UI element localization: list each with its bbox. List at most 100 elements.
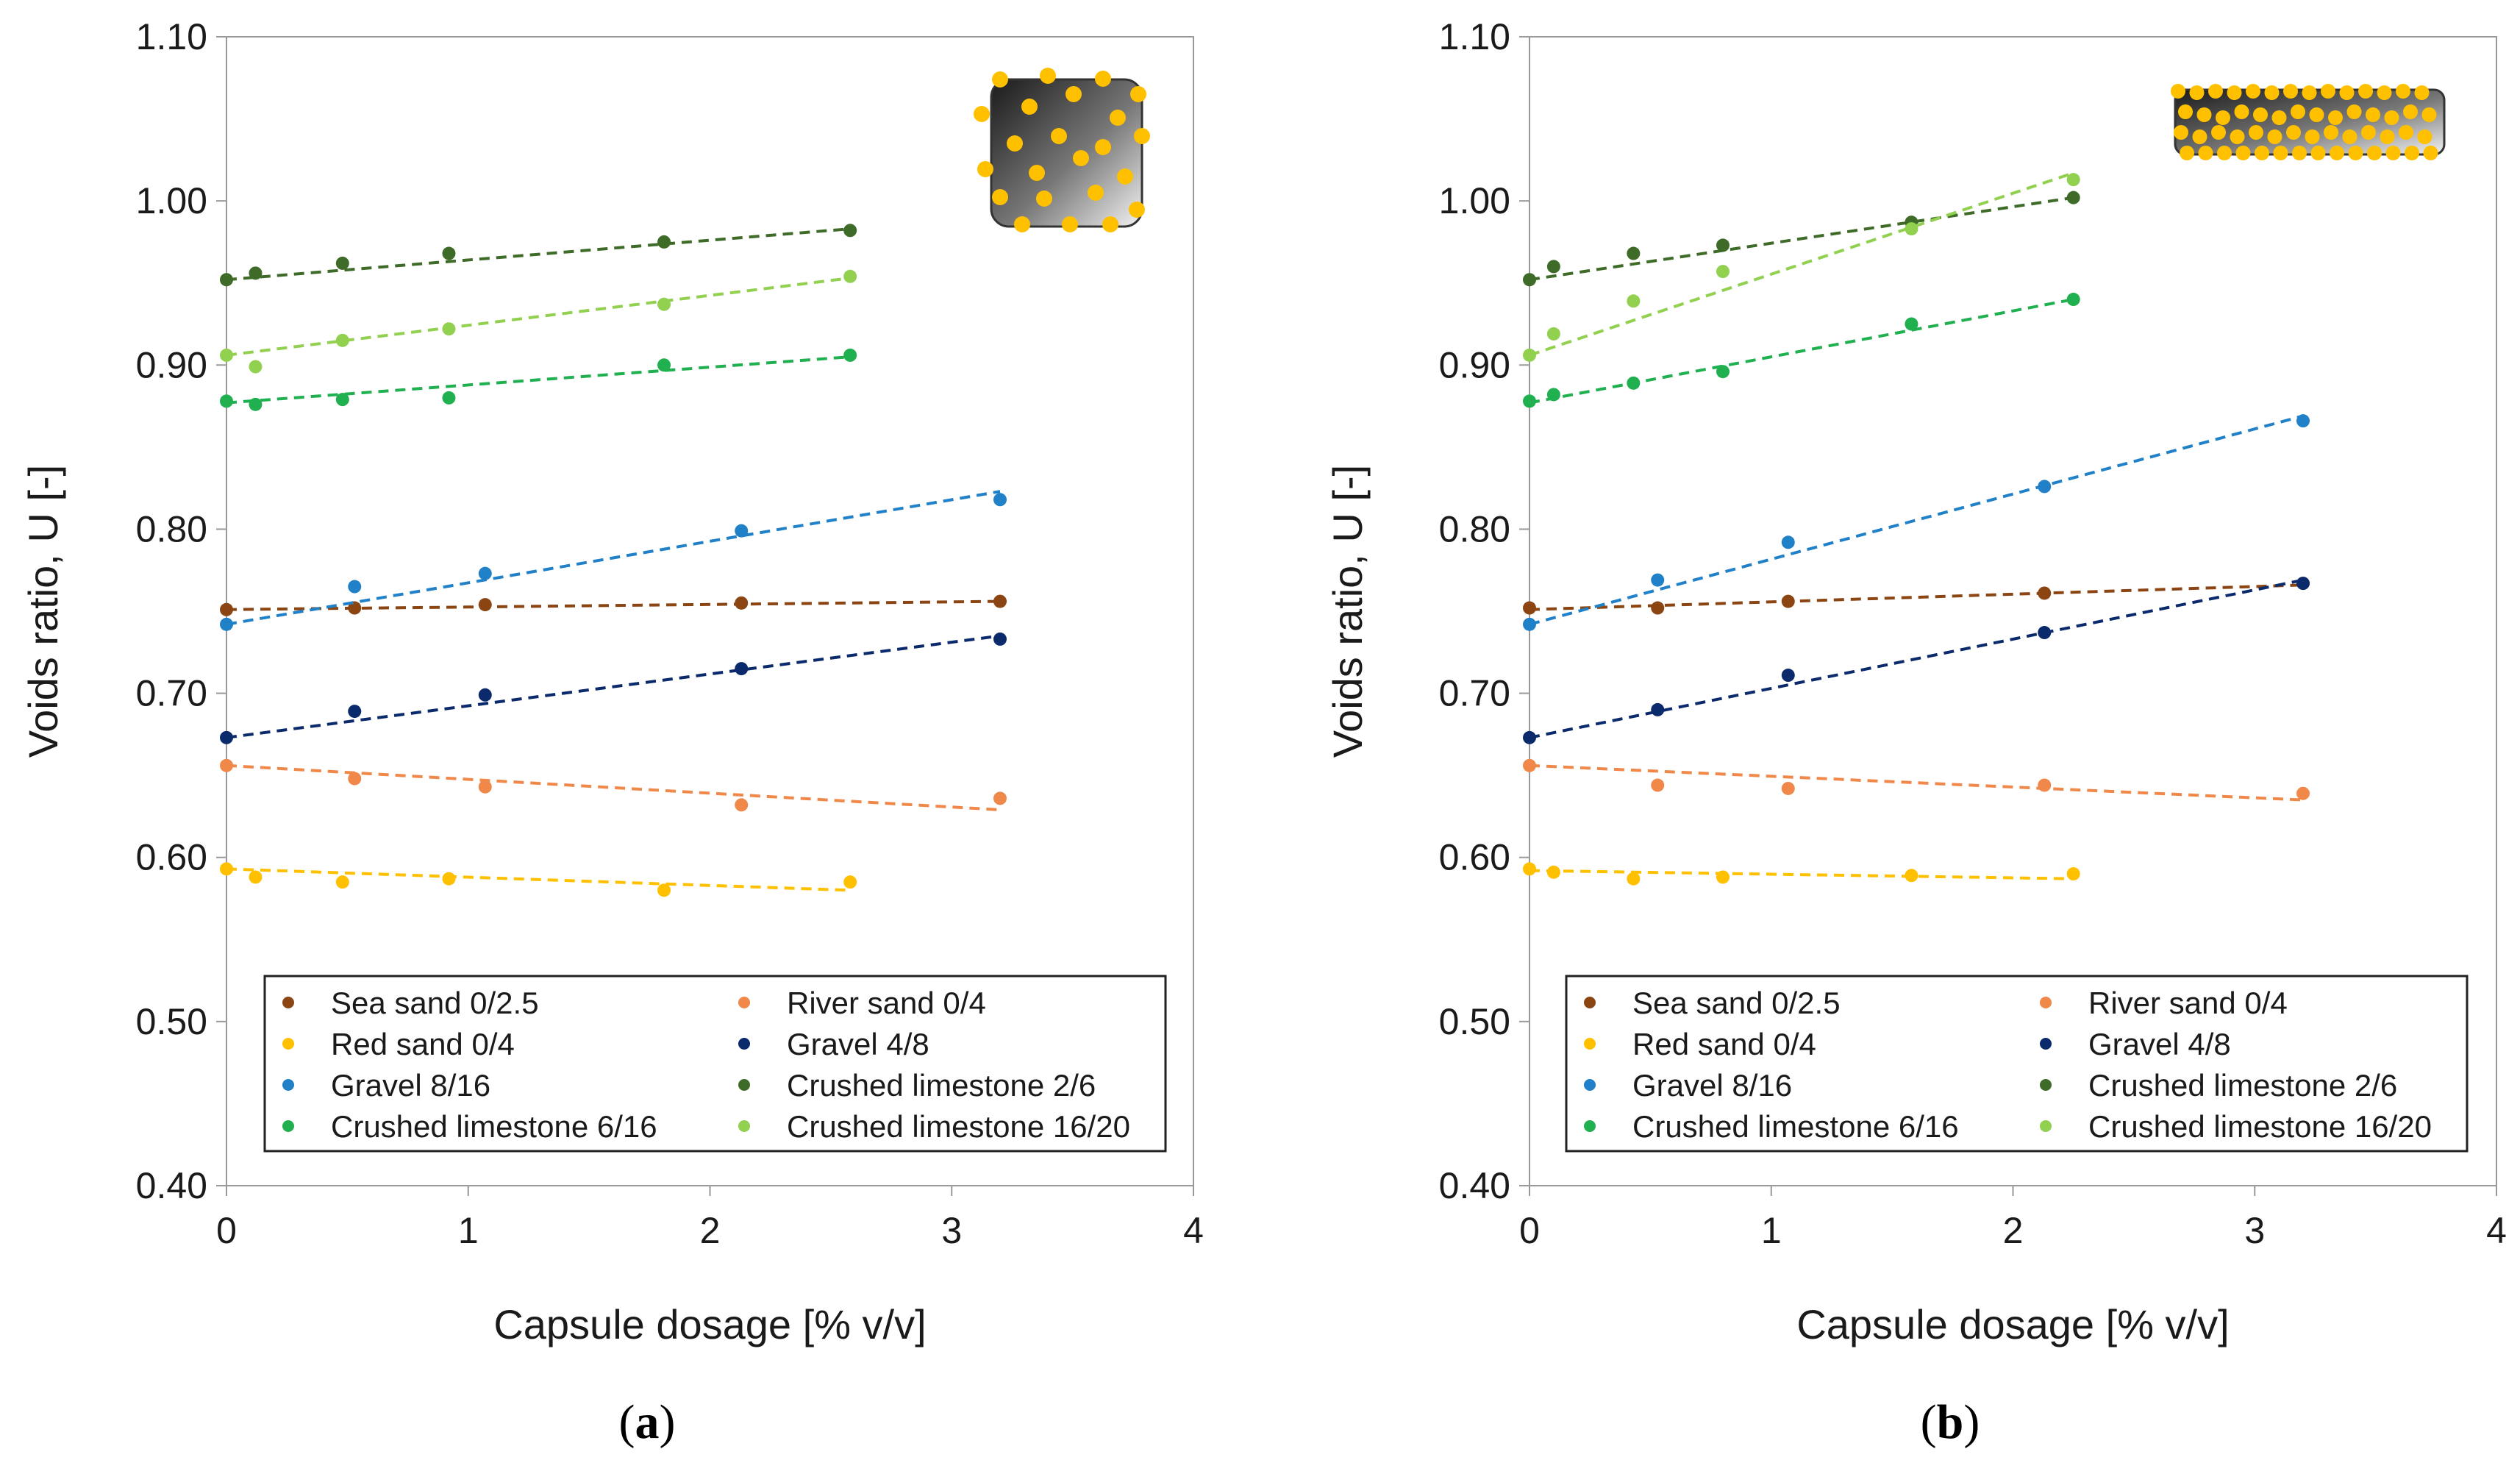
y-tick-label: 0.90 bbox=[1439, 344, 1510, 385]
data-point bbox=[442, 322, 456, 336]
data-point bbox=[843, 269, 857, 283]
data-point bbox=[1523, 601, 1536, 615]
y-tick-label: 0.60 bbox=[136, 837, 207, 878]
data-point bbox=[2066, 867, 2080, 881]
data-point bbox=[220, 273, 233, 287]
data-point bbox=[249, 870, 263, 884]
y-tick-label: 1.00 bbox=[1439, 180, 1510, 221]
data-point bbox=[2296, 577, 2310, 591]
data-point bbox=[2066, 173, 2080, 187]
x-tick-label: 3 bbox=[2244, 1210, 2265, 1251]
panel-caption: (a) bbox=[619, 1395, 676, 1449]
data-point bbox=[735, 798, 749, 812]
data-point bbox=[348, 580, 362, 594]
data-point bbox=[1716, 365, 1730, 379]
data-point bbox=[1627, 872, 1641, 886]
data-point bbox=[1523, 862, 1536, 876]
data-point bbox=[735, 524, 749, 538]
caption-close: ) bbox=[660, 1395, 676, 1449]
data-point bbox=[657, 297, 671, 311]
data-point bbox=[1627, 294, 1641, 308]
data-point bbox=[1716, 238, 1730, 252]
data-point bbox=[220, 602, 233, 616]
data-point bbox=[735, 662, 749, 676]
data-point bbox=[1523, 348, 1536, 362]
legend-marker bbox=[282, 1120, 294, 1132]
trendline bbox=[226, 763, 1001, 811]
data-point bbox=[220, 348, 233, 362]
data-point bbox=[1781, 535, 1795, 549]
data-point bbox=[2296, 786, 2310, 800]
y-axis-title: Voids ratio, U [-] bbox=[1324, 465, 1371, 758]
chart-panel-a: 0.40 0.50 0.60 0.70 0.80 0.90 1.00 1.10 0 1 2 3 4 Cap… bbox=[20, 16, 1204, 1449]
caption-letter: a bbox=[635, 1395, 660, 1449]
data-point bbox=[1716, 870, 1730, 884]
data-point bbox=[1651, 778, 1665, 792]
legend-marker bbox=[1584, 1120, 1596, 1132]
x-tick-label: 0 bbox=[1519, 1210, 1540, 1251]
data-point bbox=[335, 256, 349, 270]
elongated-capsule-icon bbox=[2171, 84, 2446, 160]
y-tick-label: 0.80 bbox=[1439, 508, 1510, 549]
legend-marker bbox=[2040, 1038, 2052, 1050]
legend-marker bbox=[2040, 1120, 2052, 1132]
data-point bbox=[348, 601, 362, 615]
data-point bbox=[348, 772, 362, 786]
caption-letter: b bbox=[1937, 1395, 1964, 1449]
trendline bbox=[1529, 414, 2304, 626]
data-point bbox=[993, 493, 1007, 507]
legend-label: Gravel 4/8 bbox=[787, 1027, 929, 1061]
trendline bbox=[1529, 298, 2074, 405]
legend-marker bbox=[1584, 1079, 1596, 1091]
x-axis-title: Capsule dosage [% v/v] bbox=[493, 1301, 926, 1347]
x-tick-label: 0 bbox=[216, 1210, 237, 1251]
x-tick-label: 4 bbox=[1183, 1210, 1204, 1251]
data-point bbox=[1716, 265, 1730, 279]
caption-open: ( bbox=[1921, 1395, 1937, 1449]
legend-box bbox=[263, 975, 1167, 1153]
legend-label: Crushed limestone 6/16 bbox=[1632, 1109, 1959, 1144]
trendline bbox=[1529, 583, 2304, 611]
legend-marker bbox=[738, 1120, 750, 1132]
data-point bbox=[843, 875, 857, 889]
legend-label: Crushed limestone 6/16 bbox=[331, 1109, 657, 1144]
data-point bbox=[1523, 394, 1536, 408]
data-point bbox=[335, 875, 349, 889]
legend-label: Crushed limestone 2/6 bbox=[2088, 1068, 2397, 1103]
data-point bbox=[2038, 778, 2052, 792]
data-point bbox=[1523, 617, 1536, 631]
y-tick-label: 0.40 bbox=[136, 1165, 207, 1206]
trendline bbox=[1529, 196, 2074, 282]
data-point bbox=[1651, 573, 1665, 587]
data-point bbox=[2038, 586, 2052, 600]
data-point bbox=[1546, 260, 1560, 274]
y-tick-label: 0.70 bbox=[136, 673, 207, 714]
legend-marker bbox=[1584, 997, 1596, 1008]
data-point bbox=[335, 333, 349, 347]
data-point bbox=[1905, 222, 1918, 236]
data-point bbox=[335, 393, 349, 407]
data-point bbox=[478, 598, 492, 612]
trendline bbox=[226, 867, 851, 892]
chart-panel-b: 0.40 0.50 0.60 0.70 0.80 0.90 1.00 1.10 0 1 2 3 4 Cap… bbox=[1324, 16, 2507, 1449]
data-point bbox=[2038, 480, 2052, 494]
legend-label: Crushed limestone 16/20 bbox=[2088, 1109, 2432, 1144]
legend-label: Gravel 4/8 bbox=[2088, 1027, 2231, 1061]
legend-label: Sea sand 0/2.5 bbox=[331, 986, 539, 1020]
trendline bbox=[1529, 763, 2304, 802]
y-tick-label: 0.80 bbox=[136, 508, 207, 549]
data-point bbox=[220, 730, 233, 744]
data-point bbox=[1781, 781, 1795, 795]
data-point bbox=[2296, 414, 2310, 428]
legend-marker bbox=[1584, 1038, 1596, 1050]
legend-marker bbox=[282, 997, 294, 1008]
data-point bbox=[1546, 865, 1560, 879]
caption-open: ( bbox=[619, 1395, 635, 1449]
square-capsule-icon bbox=[974, 68, 1150, 232]
data-point bbox=[1523, 730, 1536, 744]
data-point bbox=[2038, 626, 2052, 640]
data-point bbox=[657, 883, 671, 897]
data-point bbox=[657, 358, 671, 372]
legend-label: River sand 0/4 bbox=[787, 986, 986, 1020]
